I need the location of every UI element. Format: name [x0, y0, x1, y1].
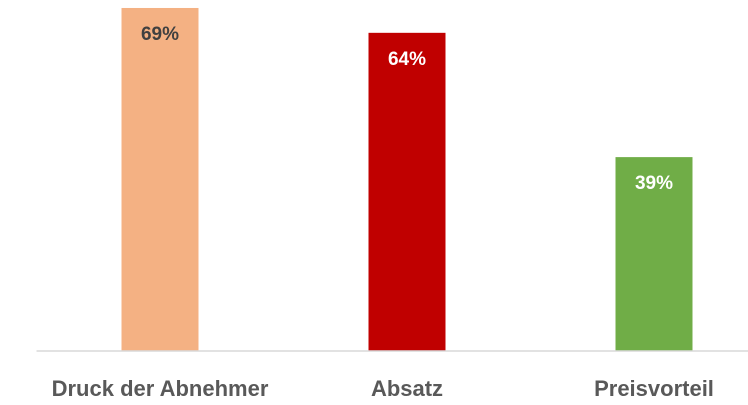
x-tick-label: Absatz	[371, 376, 443, 401]
bar	[121, 7, 199, 351]
bar	[368, 32, 446, 351]
value-label: 39%	[635, 173, 673, 194]
bar	[615, 157, 693, 351]
value-label: 69%	[141, 24, 179, 45]
x-tick-label: Preisvorteil	[594, 376, 714, 401]
x-tick-label: Druck der Abnehmer	[52, 376, 269, 401]
value-label: 64%	[388, 49, 426, 70]
